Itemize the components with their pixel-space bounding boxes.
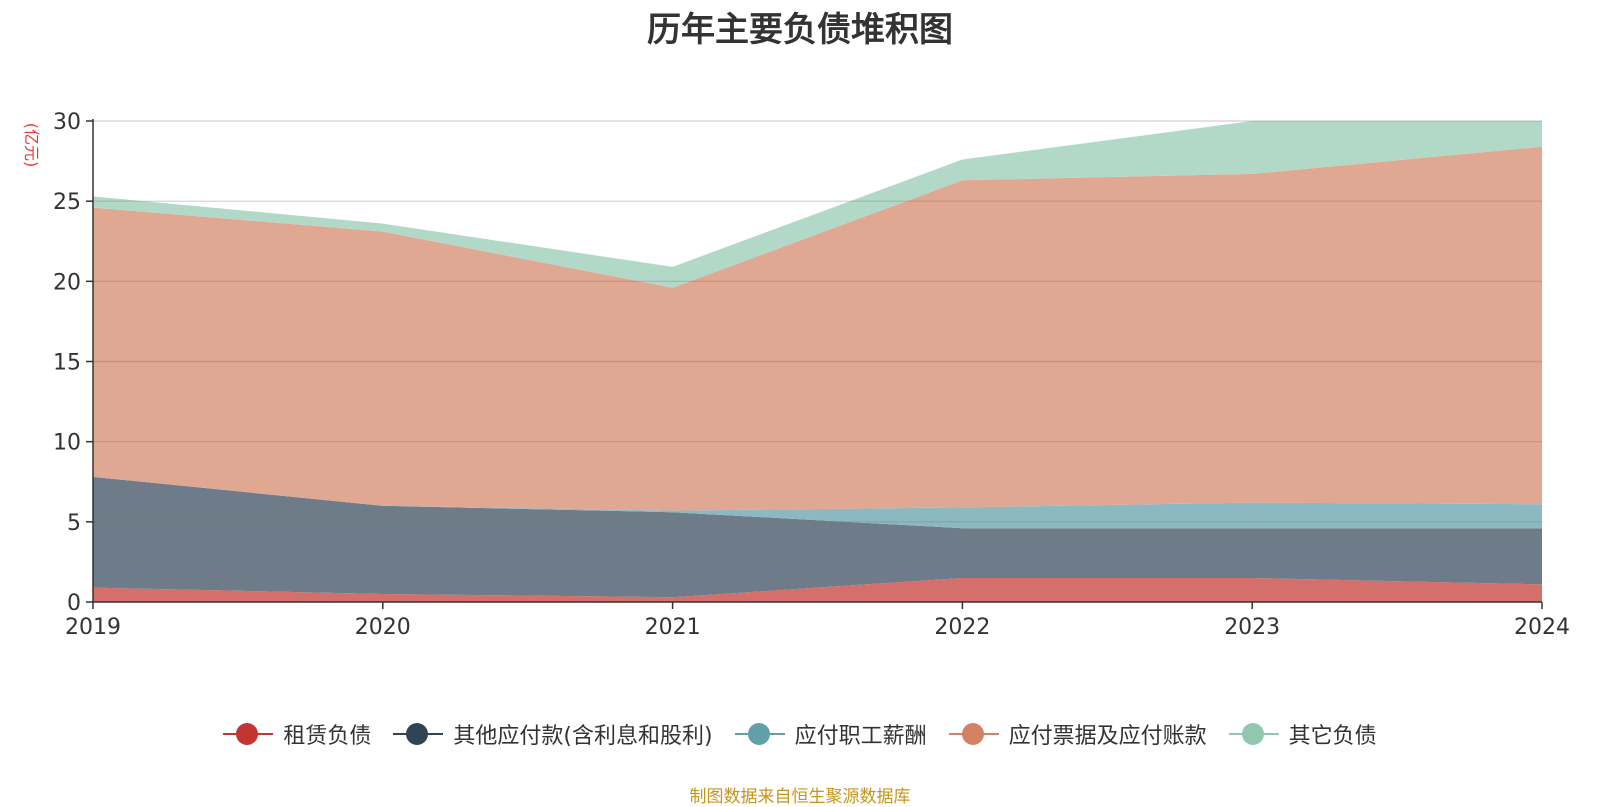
legend-item-0[interactable]: 租赁负债 bbox=[223, 718, 371, 750]
legend-item-4[interactable]: 其它负债 bbox=[1228, 718, 1377, 750]
x-tick-label-3: 2022 bbox=[934, 615, 990, 640]
legend-marker-icon bbox=[393, 723, 444, 745]
legend: 租赁负债 其他应付款(含利息和股利) 应付职工薪酬 应付票据及应付账款 其它负债 bbox=[0, 718, 1600, 750]
area-series-2 bbox=[93, 476, 1542, 529]
y-tick-label-2: 10 bbox=[53, 431, 81, 456]
area-series-4 bbox=[93, 121, 1542, 288]
y-tick-label-6: 30 bbox=[53, 110, 81, 135]
legend-label: 应付职工薪酬 bbox=[794, 724, 927, 749]
x-tick-label-5: 2024 bbox=[1514, 615, 1570, 640]
y-tick-label-1: 5 bbox=[67, 511, 81, 536]
y-tick-label-0: 0 bbox=[67, 591, 81, 616]
x-tick-label-2: 2021 bbox=[645, 615, 701, 640]
y-tick-label-4: 20 bbox=[53, 270, 81, 295]
chart-title: 历年主要负债堆积图 bbox=[647, 10, 953, 50]
legend-item-2[interactable]: 应付职工薪酬 bbox=[734, 718, 927, 750]
x-tick-label-4: 2023 bbox=[1224, 615, 1280, 640]
area-series-3 bbox=[93, 146, 1542, 511]
area-series-1 bbox=[93, 476, 1542, 598]
legend-label: 其他应付款(含利息和股利) bbox=[453, 724, 713, 749]
legend-label: 租赁负债 bbox=[283, 724, 372, 749]
x-tick-label-0: 2019 bbox=[65, 615, 121, 640]
y-tick-label-3: 15 bbox=[53, 351, 81, 376]
area-series-0 bbox=[93, 578, 1542, 602]
x-tick-label-1: 2020 bbox=[355, 615, 411, 640]
legend-marker-icon bbox=[948, 723, 999, 745]
legend-label: 其它负债 bbox=[1288, 724, 1377, 749]
data-source: 制图数据来自恒生聚源数据库 bbox=[689, 787, 911, 807]
legend-item-3[interactable]: 应付票据及应付账款 bbox=[948, 718, 1207, 750]
legend-marker-icon bbox=[1228, 723, 1279, 745]
legend-item-1[interactable]: 其他应付款(含利息和股利) bbox=[393, 718, 713, 750]
legend-marker-icon bbox=[734, 723, 785, 745]
legend-marker-icon bbox=[223, 723, 274, 745]
y-unit-label: (亿元) bbox=[22, 123, 41, 168]
legend-label: 应付票据及应付账款 bbox=[1008, 724, 1207, 749]
y-tick-label-5: 25 bbox=[53, 190, 81, 215]
